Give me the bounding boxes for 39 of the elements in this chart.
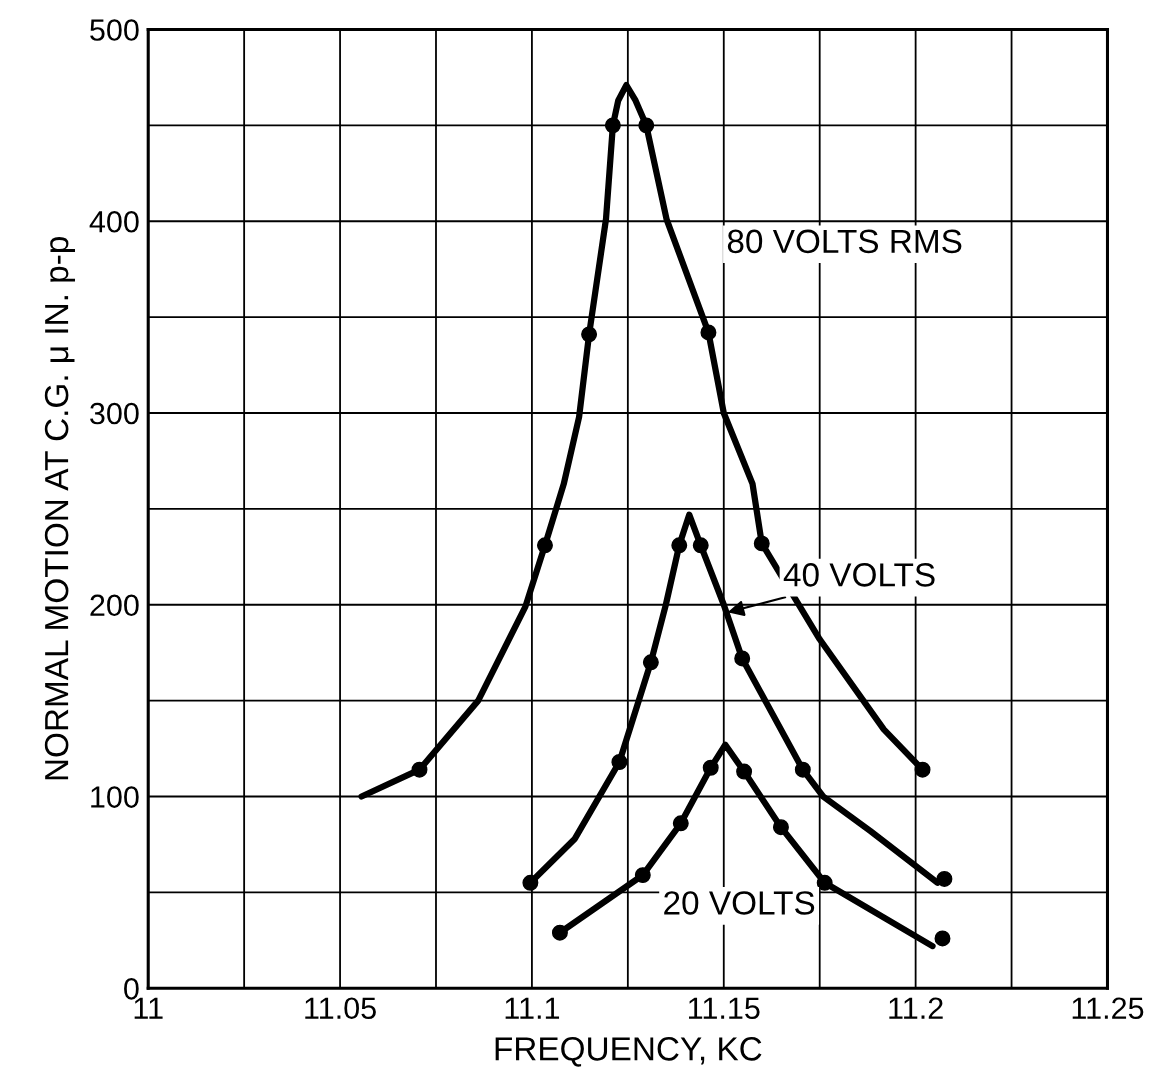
point bbox=[611, 754, 628, 770]
y-tick-label: 200 bbox=[90, 594, 139, 617]
x-tick-label: 11.2 bbox=[889, 997, 943, 1019]
annotation: 40 VOLTS bbox=[783, 563, 935, 587]
point bbox=[700, 324, 717, 341]
y-tick-label: 100 bbox=[91, 786, 139, 808]
point bbox=[816, 874, 833, 891]
point bbox=[934, 930, 951, 947]
point bbox=[522, 874, 539, 891]
annotation: 80 VOLTS RMS bbox=[727, 229, 962, 254]
x-axis-title: FREQUENCY, KC bbox=[495, 1037, 762, 1067]
point bbox=[634, 867, 651, 884]
point bbox=[736, 763, 753, 780]
y-tick-label: 300 bbox=[90, 402, 139, 425]
point bbox=[692, 537, 709, 554]
x-tick-label: 11.05 bbox=[305, 997, 376, 1020]
y-tick-label: 500 bbox=[90, 19, 139, 41]
point bbox=[411, 761, 428, 778]
y-axis-title: NORMAL MOTION AT C.G. μ IN. p-p bbox=[44, 237, 76, 780]
x-tick-label: 11.1 bbox=[505, 997, 560, 1019]
annotation: 20 VOLTS bbox=[664, 891, 815, 915]
point bbox=[753, 535, 770, 552]
point bbox=[772, 819, 789, 836]
point bbox=[734, 650, 751, 667]
point bbox=[914, 761, 931, 778]
point bbox=[638, 117, 655, 134]
point bbox=[671, 537, 688, 554]
y-tick-label: 400 bbox=[89, 210, 139, 233]
point bbox=[536, 537, 553, 554]
point bbox=[936, 870, 953, 887]
x-tick-label: 11.25 bbox=[1072, 997, 1144, 1020]
x-tick-label: 11.15 bbox=[689, 997, 760, 1020]
point bbox=[794, 761, 811, 778]
point bbox=[702, 759, 719, 776]
point bbox=[604, 117, 621, 134]
point bbox=[672, 815, 689, 832]
point bbox=[551, 924, 568, 941]
point bbox=[642, 654, 659, 671]
point bbox=[581, 326, 598, 343]
